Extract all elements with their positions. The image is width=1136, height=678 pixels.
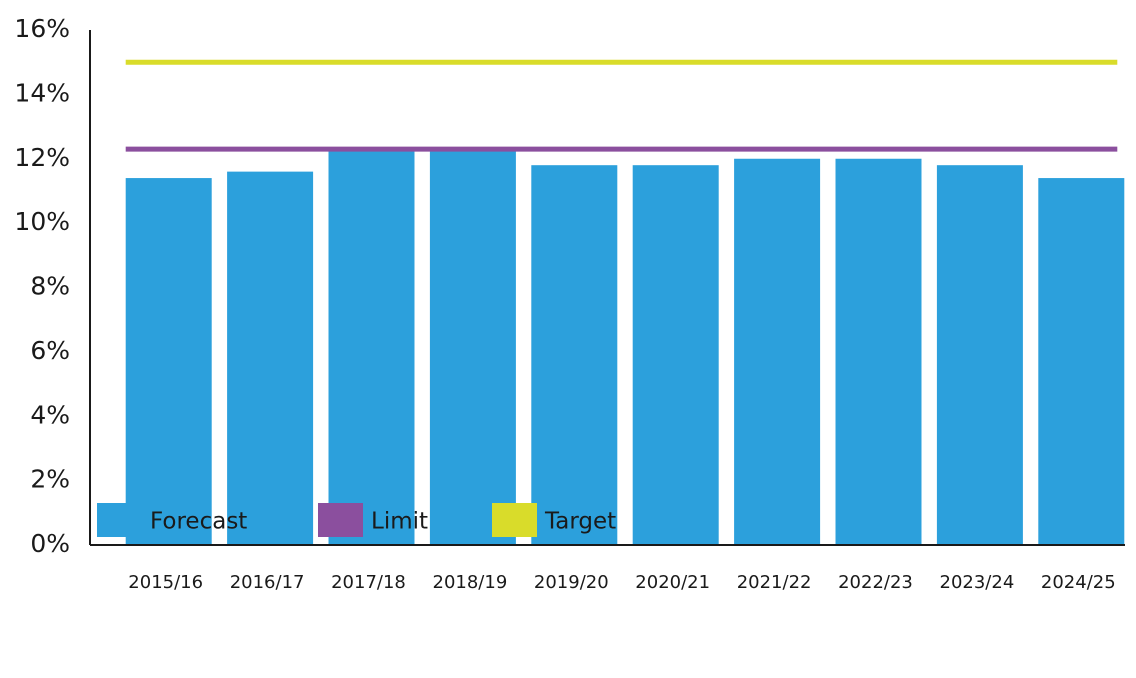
bar: [328, 149, 415, 545]
legend-label: Target: [544, 509, 616, 535]
bar: [734, 158, 821, 545]
bar: [531, 165, 618, 545]
y-tick-label: 12%: [14, 143, 70, 172]
bar: [125, 178, 212, 545]
x-tick-label: 2023/24: [940, 572, 1015, 593]
y-tick-label: 10%: [14, 207, 70, 236]
y-tick-label: 16%: [14, 14, 70, 43]
y-tick-label: 14%: [14, 78, 70, 107]
legend-label: Forecast: [150, 509, 247, 535]
bar: [429, 149, 516, 545]
x-tick-label: 2015/16: [128, 572, 203, 593]
x-tick-label: 2022/23: [838, 572, 913, 593]
legend-swatch: [318, 503, 363, 537]
bar: [227, 171, 314, 545]
y-tick-label: 4%: [30, 400, 70, 429]
x-tick-label: 2019/20: [534, 572, 609, 593]
x-tick-label: 2021/22: [737, 572, 812, 593]
x-tick-label: 2016/17: [230, 572, 305, 593]
bar: [835, 158, 922, 545]
y-tick-label: 6%: [30, 336, 70, 365]
y-tick-label: 2%: [30, 465, 70, 494]
bar: [632, 165, 719, 545]
x-tick-label: 2017/18: [331, 572, 406, 593]
bar: [936, 165, 1023, 545]
x-tick-label: 2018/19: [433, 572, 508, 593]
x-tick-label: 2024/25: [1041, 572, 1116, 593]
legend-label: Limit: [371, 509, 428, 535]
y-tick-label: 0%: [30, 529, 70, 558]
bar: [1038, 178, 1125, 545]
y-tick-label: 8%: [30, 272, 70, 301]
legend-swatch: [97, 503, 142, 537]
legend-swatch: [492, 503, 537, 537]
x-tick-label: 2020/21: [635, 572, 710, 593]
